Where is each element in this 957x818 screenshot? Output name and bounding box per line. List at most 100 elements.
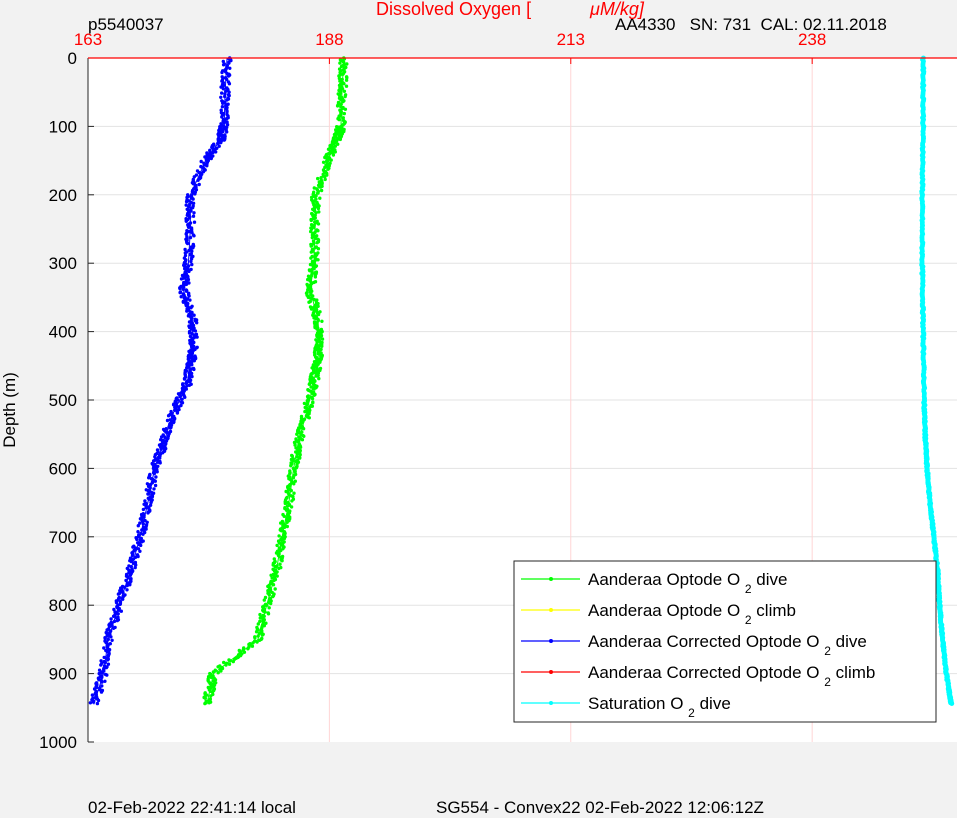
footer-local-time: 02-Feb-2022 22:41:14 local	[88, 798, 296, 817]
data-point	[291, 494, 295, 499]
data-point	[227, 93, 231, 98]
data-point	[292, 482, 296, 486]
y-tick-label: 300	[49, 254, 77, 273]
data-point	[88, 701, 93, 705]
profile-id: p5540037	[88, 15, 164, 34]
data-point	[295, 432, 299, 436]
data-point	[159, 447, 163, 451]
series-points-2	[88, 56, 233, 706]
data-point	[185, 366, 189, 370]
data-point	[225, 98, 229, 102]
data-point	[195, 335, 199, 339]
data-point	[152, 471, 157, 476]
data-point	[124, 578, 128, 583]
data-point	[188, 380, 192, 384]
y-tick-label: 700	[49, 528, 77, 547]
axes-layer: 0 100 200 300 400 500 600 700 800 900 1000 163 188 21…	[39, 30, 957, 752]
data-point	[199, 159, 203, 164]
data-point	[226, 74, 231, 78]
data-point	[309, 218, 313, 223]
data-point	[180, 401, 185, 405]
data-point	[119, 609, 124, 613]
data-point	[184, 381, 188, 385]
data-point	[187, 294, 191, 298]
data-point	[316, 247, 321, 251]
data-point	[191, 197, 195, 201]
data-point	[90, 693, 95, 697]
data-point	[183, 253, 188, 258]
data-point	[306, 288, 310, 292]
data-point	[289, 464, 293, 468]
data-point	[341, 99, 345, 104]
data-point	[180, 397, 184, 401]
data-point	[310, 396, 315, 401]
data-point	[96, 698, 101, 703]
data-point	[224, 89, 228, 94]
data-point	[298, 456, 302, 460]
data-point	[158, 461, 162, 465]
data-point	[100, 684, 104, 688]
data-point	[175, 411, 180, 415]
data-point	[343, 94, 347, 99]
data-point	[189, 259, 193, 264]
data-point	[136, 547, 141, 551]
y-tick-label: 1000	[39, 733, 77, 752]
data-point	[190, 262, 194, 267]
data-point	[258, 612, 262, 617]
data-point	[242, 650, 247, 654]
legend-swatch-marker	[549, 608, 553, 612]
data-point	[205, 164, 209, 168]
data-point	[301, 427, 306, 431]
data-point	[110, 624, 114, 628]
data-point	[341, 72, 345, 76]
data-point	[344, 84, 349, 88]
legend-entry-label: Aanderaa Optode O 2 climb	[588, 601, 796, 627]
x-tick-label: 188	[315, 30, 343, 49]
data-point	[277, 566, 281, 571]
data-point	[317, 180, 321, 184]
data-point	[225, 120, 229, 124]
data-point	[221, 87, 225, 91]
data-point	[185, 309, 189, 313]
y-tick-label: 900	[49, 665, 77, 684]
data-point	[216, 665, 220, 669]
data-point	[186, 225, 191, 229]
data-point	[189, 257, 194, 261]
data-point	[289, 505, 294, 509]
data-point	[311, 239, 316, 243]
data-point	[166, 414, 171, 418]
data-point	[341, 116, 345, 120]
data-point	[95, 701, 100, 706]
data-point	[184, 203, 188, 207]
data-point	[307, 382, 311, 386]
data-point	[320, 182, 324, 186]
data-point	[290, 454, 294, 458]
data-point	[207, 701, 211, 705]
data-point	[220, 115, 224, 119]
data-point	[321, 160, 326, 164]
x-tick-label: 163	[74, 30, 102, 49]
data-point	[316, 312, 321, 317]
data-point	[102, 646, 106, 650]
data-point	[220, 70, 224, 75]
data-point	[338, 70, 342, 75]
data-point	[323, 165, 327, 170]
data-point	[283, 501, 287, 506]
data-point	[190, 374, 194, 379]
data-point	[284, 508, 289, 512]
data-point	[313, 221, 318, 225]
data-point	[171, 420, 176, 425]
data-point	[103, 679, 107, 683]
data-point	[190, 332, 194, 336]
data-point	[171, 403, 176, 407]
data-point	[326, 167, 330, 171]
data-point	[227, 82, 232, 86]
data-point	[278, 562, 282, 566]
data-point	[103, 636, 107, 641]
data-point	[342, 82, 346, 86]
data-point	[320, 344, 324, 348]
data-point	[190, 230, 194, 235]
data-point	[216, 671, 220, 675]
data-point	[188, 235, 193, 240]
